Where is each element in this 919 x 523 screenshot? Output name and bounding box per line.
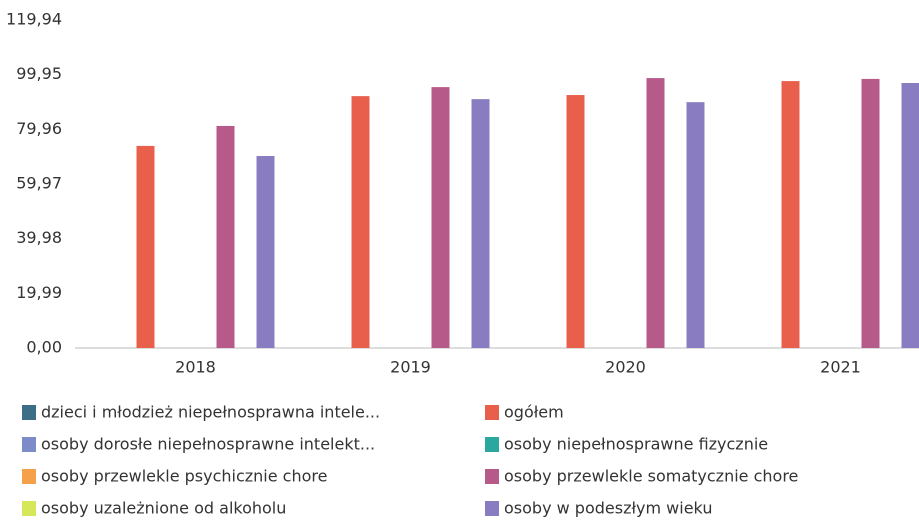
y-tick-label: 79,96 (16, 119, 62, 138)
x-tick-label: 2019 (390, 358, 431, 377)
legend-swatch (22, 469, 36, 484)
y-tick-label: 99,95 (16, 64, 62, 83)
x-tick-label: 2021 (820, 358, 861, 377)
bar (566, 95, 585, 348)
legend-label: osoby przewlekle somatycznie chore (504, 467, 798, 486)
bar (646, 78, 665, 348)
bar (216, 125, 235, 348)
legend-label: osoby dorosłe niepełnosprawne intelekt..… (41, 435, 375, 454)
x-tick-label: 2020 (605, 358, 646, 377)
bar (861, 78, 880, 348)
bar (136, 145, 155, 348)
legend-label: osoby uzależnione od alkoholu (41, 499, 286, 518)
y-tick-label: 119,94 (6, 10, 62, 29)
legend-label: osoby niepełnosprawne fizycznie (504, 435, 768, 454)
bar (901, 83, 919, 348)
legend-swatch (485, 469, 499, 484)
bar (471, 99, 490, 348)
bar (781, 81, 800, 349)
bar (351, 96, 370, 348)
y-tick-label: 19,99 (16, 283, 62, 302)
legend-label: osoby w podeszłym wieku (504, 499, 712, 518)
legend-swatch (485, 405, 499, 420)
legend-label: dzieci i młodzież niepełnosprawna intele… (41, 403, 380, 422)
legend-label: ogółem (504, 403, 564, 422)
y-tick-label: 0,00 (26, 338, 62, 357)
legend-swatch (485, 437, 499, 452)
bar (686, 102, 705, 348)
y-tick-label: 59,97 (16, 174, 62, 193)
x-tick-label: 2018 (175, 358, 216, 377)
bar (431, 87, 450, 348)
legend-swatch (22, 437, 36, 452)
legend-swatch (22, 501, 36, 516)
y-tick-label: 39,98 (16, 228, 62, 247)
legend-swatch (22, 405, 36, 420)
bar (256, 156, 275, 348)
legend-label: osoby przewlekle psychicznie chore (41, 467, 327, 486)
legend-swatch (485, 501, 499, 516)
